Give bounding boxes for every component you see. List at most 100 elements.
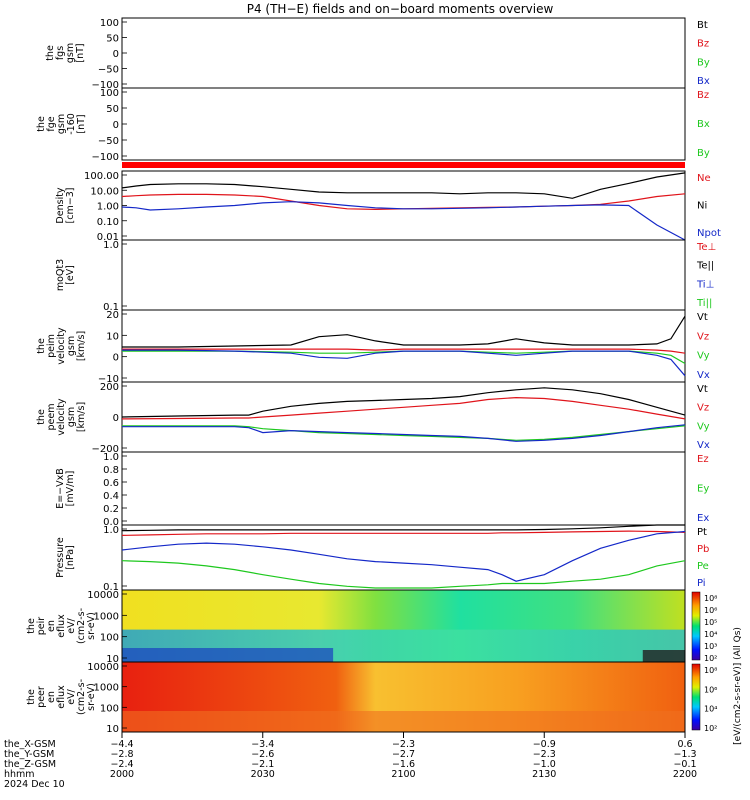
y-axis-label-line: the <box>36 116 47 132</box>
fgs-frame <box>121 17 686 89</box>
series-velocity_i-Vy <box>122 425 686 441</box>
figure-title: P4 (TH−E) fields and on−board moments ov… <box>247 2 554 16</box>
ion_eflux-colorbar: 10⁸ 10⁶ 10⁵ 10⁴ 10³ 10² [eV/(cm2-s-sr-eV)] (Al… <box>691 591 743 745</box>
y-tick-label: 0.0 <box>103 517 119 528</box>
y-tick-label: 10 <box>106 331 119 342</box>
legend-entry: Vt <box>697 384 708 395</box>
ephemeris-row-label: the_X-GSM <box>4 739 56 750</box>
ephemeris-value: −2.8 <box>110 749 133 760</box>
ephemeris-value: 2030 <box>251 769 275 780</box>
ephemeris-value: −2.4 <box>110 759 133 770</box>
y-tick-label: 1000 <box>94 683 119 694</box>
colorbar-tick-label: 10³ <box>704 642 717 651</box>
series-density-Ni <box>121 172 686 199</box>
y-axis-label-line: [eV] <box>65 265 76 285</box>
y-tick-label: 1000 <box>94 611 119 622</box>
y-axis-label-line: velocity <box>56 327 67 365</box>
y-tick-label: 10 <box>106 724 119 735</box>
y-tick-label: 0.4 <box>103 491 119 502</box>
y-axis-label-line: [km/s] <box>76 331 87 361</box>
y-axis-label-line: gsm <box>66 407 77 427</box>
panel-velocity_e: 20 10 0 −10 the peim velocity gsm [km/s] Vt Vz Vy Vx <box>36 309 710 385</box>
series-pressure-Pe <box>121 560 686 589</box>
y-axis-label-line: en <box>46 691 57 703</box>
y-axis-label-line: [mV/m] <box>65 471 76 507</box>
series-velocity_e-Vx <box>122 349 686 377</box>
electron_eflux-heatmap-lower <box>122 711 685 732</box>
y-tick-label: 20 <box>106 310 119 321</box>
velocity_e-legend: Vt Vz Vy Vx <box>697 312 710 381</box>
y-tick-label: 200 <box>100 382 119 393</box>
legend-entry: Pt <box>697 527 707 538</box>
ion_eflux-ylabel: the peir en eflux eV/(cm2-s-sr-eV) <box>26 608 97 644</box>
y-tick-label: 0 <box>113 120 119 131</box>
fge-ylabel: the fge gsm -160 [nT] <box>36 113 87 135</box>
y-axis-label-line: moQt3 <box>55 259 66 291</box>
pressure-ylabel: Pressure [nPa] <box>55 537 76 578</box>
fgs-legend: Bt Bz By Bx <box>697 20 710 87</box>
legend-entry: By <box>697 148 710 159</box>
y-axis-label-line: sr-eV) <box>86 612 97 640</box>
panel-density: 100.00 10.00 1.00 0.10 0.01 Density [cm−3] Ne Ni… <box>55 170 721 243</box>
series-pressure-Pb <box>121 530 686 536</box>
y-tick-label: 0.1 <box>103 582 119 593</box>
y-axis-label-line: eV/ <box>66 688 77 704</box>
y-tick-label: 0.10 <box>97 217 119 228</box>
y-axis-label-line: fge <box>46 116 57 131</box>
legend-entry: Vx <box>697 440 710 451</box>
ephemeris-value: −2.7 <box>392 749 415 760</box>
colorbar-tick-label: 10² <box>704 724 717 733</box>
pressure-frame <box>121 524 686 591</box>
colorbar-tick-label: 10⁶ <box>704 606 717 615</box>
series-velocity_e-Vy <box>122 350 686 365</box>
legend-entry: Pe <box>697 561 709 572</box>
ephemeris-value: −0.9 <box>533 739 556 750</box>
y-tick-label: 1.0 <box>103 452 119 463</box>
legend-entry: Te|| <box>696 261 714 272</box>
legend-entry: Ex <box>697 513 709 524</box>
fge-legend: Bz Bx By <box>697 90 710 159</box>
fge-frame <box>121 87 686 161</box>
y-axis-label-line: E=−VxB <box>55 468 66 509</box>
series-velocity_i-Vz <box>121 396 686 420</box>
legend-entry: Bz <box>697 90 709 101</box>
electron_eflux-colorbar: 10⁸ 10⁶ 10⁴ 10² <box>691 663 717 733</box>
y-tick-label: −100 <box>92 152 119 163</box>
legend-entry: Vy <box>697 351 710 362</box>
y-axis-label-line: eflux <box>56 614 67 638</box>
y-axis-label-line: [cm−3] <box>65 188 76 224</box>
y-tick-label: 100 <box>100 88 119 99</box>
colorbar-tick-label: 10⁴ <box>704 705 717 714</box>
y-axis-label-line: peim <box>46 334 57 358</box>
y-axis-label-line: gsm <box>56 114 67 134</box>
colorbar-tick-label: 10⁸ <box>704 666 717 675</box>
ephemeris-row-label: hhmm <box>4 769 35 780</box>
y-tick-label: −50 <box>98 136 119 147</box>
series-pressure-Pi <box>121 530 686 582</box>
ephemeris-value: −1.6 <box>392 759 415 770</box>
density-legend: Ne Ni Npot <box>697 173 721 239</box>
colorbar-tick-label: 10⁵ <box>704 618 717 627</box>
y-axis-label-line: the <box>26 689 37 705</box>
series-pressure-Pt <box>121 524 685 532</box>
colorbar-tick-label: 10⁴ <box>704 630 717 639</box>
series-velocity_e-Vz <box>122 348 686 354</box>
legend-entry: Ni <box>697 201 707 212</box>
y-tick-label: 1.0 <box>103 525 119 536</box>
legend-entry: Bx <box>697 119 710 130</box>
y-axis-label-line: peir <box>36 617 47 636</box>
panel-electron_eflux: 10⁸ 10⁶ 10⁴ 10² 10000 1000 100 10 the peer en eflux… <box>26 661 717 735</box>
ephemeris-value: −2.1 <box>251 759 274 770</box>
panel-efield: 1.0 0.8 0.6 0.4 0.2 0.0 E=−VxB [mV/m] Ez Ey Ex <box>55 451 709 528</box>
density-ylabel: Density [cm−3] <box>55 187 76 223</box>
y-tick-label: 0.01 <box>97 232 119 243</box>
pressure-legend: Pt Pb Pe Pi <box>697 527 709 589</box>
ephemeris-value: 2130 <box>532 769 556 780</box>
y-axis-label-line: the <box>36 409 47 425</box>
y-tick-label: 10000 <box>87 662 119 673</box>
ephemeris-value: −2.3 <box>392 739 415 750</box>
legend-entry: Ti⊥ <box>696 279 714 290</box>
legend-entry: Npot <box>697 228 721 239</box>
series-velocity_e-Vt <box>122 315 686 348</box>
y-tick-label: −50 <box>98 65 119 76</box>
